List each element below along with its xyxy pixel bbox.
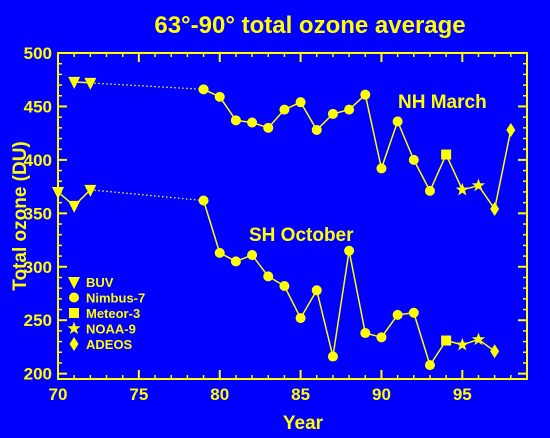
x-tick-label: 95 xyxy=(453,385,472,404)
data-point-circle xyxy=(198,84,209,95)
series-line-segment xyxy=(380,121,399,169)
x-axis-label: Year xyxy=(283,413,324,434)
data-point-square xyxy=(441,335,452,346)
data-point-star xyxy=(455,182,469,196)
series-line-segment xyxy=(445,154,463,191)
data-point-triangle-down xyxy=(52,186,64,199)
data-point-circle xyxy=(198,195,209,206)
series-layer xyxy=(52,76,516,371)
series-line-segment xyxy=(348,250,367,334)
data-point-circle xyxy=(360,89,371,100)
data-point-triangle-down xyxy=(84,184,97,197)
x-tick-label: 70 xyxy=(49,385,68,404)
y-tick-label: 200 xyxy=(24,365,52,384)
series-line-segment xyxy=(364,94,383,169)
plot-frame xyxy=(57,52,528,380)
series-line-segment xyxy=(493,129,512,210)
y-tick-label: 300 xyxy=(24,258,52,277)
data-point-circle xyxy=(408,154,419,165)
data-point-triangle-down xyxy=(68,76,81,89)
legend-label: Nimbus-7 xyxy=(86,291,145,306)
data-point-circle xyxy=(247,250,258,261)
data-point-circle xyxy=(311,285,322,296)
series-line-segment xyxy=(429,154,447,192)
data-point-circle xyxy=(295,97,306,108)
data-point-circle xyxy=(311,124,322,135)
data-point-circle xyxy=(327,108,338,119)
legend-marker-circle xyxy=(69,292,79,303)
legend-marker-square xyxy=(69,308,79,318)
data-point-diamond xyxy=(490,202,500,217)
data-point-star xyxy=(471,332,486,346)
data-point-circle xyxy=(230,256,241,267)
data-point-square xyxy=(441,149,452,160)
data-point-circle xyxy=(263,122,274,133)
series-line-segment xyxy=(299,101,318,131)
data-point-circle xyxy=(376,332,387,343)
data-point-circle xyxy=(392,309,403,320)
series-line-segment xyxy=(90,189,204,202)
y-axis-label: Total ozone (DU) xyxy=(10,141,31,291)
legend-marker-star xyxy=(67,321,81,335)
data-point-circle xyxy=(424,360,435,371)
series-line-segment xyxy=(90,82,204,90)
data-point-star xyxy=(455,337,469,351)
data-point-circle xyxy=(230,115,241,126)
series-line-segment xyxy=(299,289,318,319)
x-tick-label: 85 xyxy=(291,385,310,404)
chart-title: 63°-90° total ozone average xyxy=(154,12,465,39)
annotation-nh-march: NH March xyxy=(398,92,487,113)
legend-marker-diamond xyxy=(69,337,79,351)
data-point-triangle-down xyxy=(68,200,81,213)
legend-label: Meteor-3 xyxy=(86,306,140,321)
data-point-circle xyxy=(214,247,225,258)
data-point-circle xyxy=(344,245,355,256)
data-point-circle xyxy=(327,351,338,362)
data-point-circle xyxy=(263,271,274,282)
data-point-circle xyxy=(344,104,355,115)
data-point-circle xyxy=(279,104,290,115)
ticks-layer: 70 75 80 85 90 95 200 250 300 350 400 450 500 xyxy=(24,44,528,404)
series-line-segment xyxy=(413,159,431,192)
x-tick-label: 80 xyxy=(210,385,229,404)
data-point-circle xyxy=(247,117,258,128)
legend-label: NOAA-9 xyxy=(86,322,136,337)
series-line-segment xyxy=(413,312,431,366)
x-tick-label: 75 xyxy=(129,385,148,404)
data-point-circle xyxy=(424,185,435,196)
data-point-circle xyxy=(408,307,419,318)
series-line-segment xyxy=(332,250,350,357)
data-point-diamond xyxy=(490,344,500,359)
y-tick-label: 350 xyxy=(24,204,52,223)
data-point-circle xyxy=(392,116,403,127)
y-tick-label: 250 xyxy=(24,311,52,330)
data-point-diamond xyxy=(506,122,516,137)
y-tick-label: 500 xyxy=(24,44,52,63)
annotation-sh-october: SH October xyxy=(249,225,354,246)
legend-label: BUV xyxy=(86,275,114,290)
data-point-circle xyxy=(376,163,387,174)
series-line-segment xyxy=(316,290,334,357)
x-tick-label: 90 xyxy=(372,385,391,404)
series-line-segment xyxy=(283,285,302,319)
y-tick-label: 450 xyxy=(24,97,52,116)
series-line-segment xyxy=(202,200,221,254)
data-point-circle xyxy=(214,91,225,102)
legend-label: ADEOS xyxy=(86,337,133,352)
data-point-triangle-down xyxy=(84,77,97,90)
data-point-circle xyxy=(295,313,306,324)
data-point-star xyxy=(471,178,486,192)
legend-marker-triangle-down xyxy=(68,277,80,289)
data-point-circle xyxy=(279,281,290,292)
series-line-segment xyxy=(396,121,415,161)
data-point-circle xyxy=(360,328,371,339)
y-tick-label: 400 xyxy=(24,151,52,170)
